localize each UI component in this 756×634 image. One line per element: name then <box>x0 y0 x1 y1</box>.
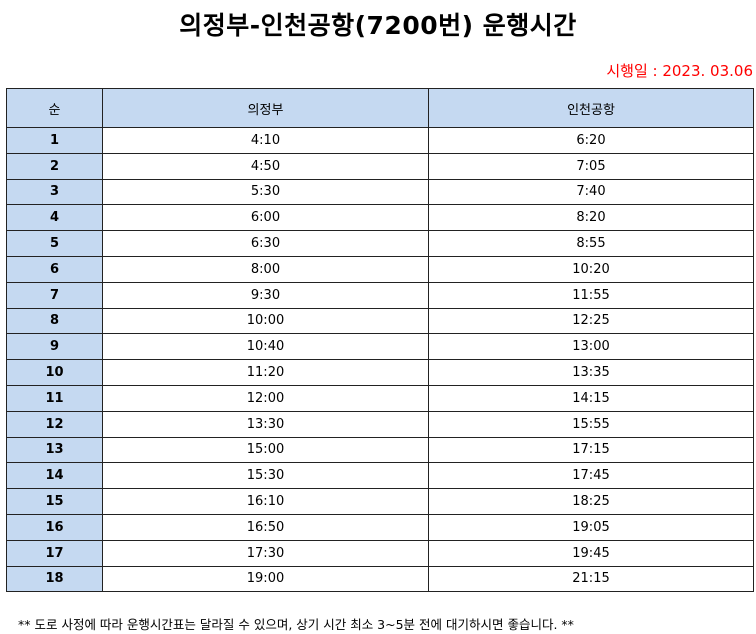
uijeongbu-time: 16:50 <box>102 513 429 541</box>
row-order: 14 <box>6 462 103 490</box>
row-order: 15 <box>6 488 103 515</box>
incheon-airport-time: 17:15 <box>428 436 754 464</box>
incheon-airport-time: 17:45 <box>428 462 754 490</box>
table-row: 14 15:30 17:45 <box>6 462 754 490</box>
footnote: ** 도로 사정에 따라 운행시간표는 달라질 수 있으며, 상기 시간 최소 … <box>18 617 574 632</box>
incheon-airport-time: 13:00 <box>428 333 754 361</box>
incheon-airport-time: 18:25 <box>428 488 754 515</box>
uijeongbu-time: 6:00 <box>102 204 429 232</box>
row-order: 8 <box>6 307 103 335</box>
uijeongbu-time: 4:50 <box>102 152 429 180</box>
uijeongbu-time: 8:00 <box>102 255 429 283</box>
uijeongbu-time: 17:30 <box>102 539 429 567</box>
row-order: 6 <box>6 255 103 283</box>
row-order: 16 <box>6 513 103 541</box>
table-row: 13 15:00 17:15 <box>6 436 754 464</box>
row-order: 7 <box>6 281 103 309</box>
incheon-airport-time: 19:05 <box>428 513 754 541</box>
table-row: 10 11:20 13:35 <box>6 359 754 386</box>
incheon-airport-time: 15:55 <box>428 410 754 438</box>
incheon-airport-time: 7:40 <box>428 178 754 206</box>
incheon-airport-time: 14:15 <box>428 384 754 412</box>
table-row: 8 10:00 12:25 <box>6 307 754 335</box>
incheon-airport-time: 8:55 <box>428 230 754 257</box>
uijeongbu-time: 12:00 <box>102 384 429 412</box>
table-row: 5 6:30 8:55 <box>6 230 754 257</box>
row-order: 18 <box>6 565 103 593</box>
incheon-airport-time: 11:55 <box>428 281 754 309</box>
incheon-airport-time: 19:45 <box>428 539 754 567</box>
table-row: 2 4:50 7:05 <box>6 152 754 180</box>
uijeongbu-time: 15:00 <box>102 436 429 464</box>
incheon-airport-time: 13:35 <box>428 359 754 386</box>
uijeongbu-time: 11:20 <box>102 359 429 386</box>
table-row: 17 17:30 19:45 <box>6 539 754 567</box>
table-row: 1 4:10 6:20 <box>6 127 754 154</box>
incheon-airport-time: 10:20 <box>428 255 754 283</box>
incheon-airport-time: 12:25 <box>428 307 754 335</box>
row-order: 9 <box>6 333 103 361</box>
page-title: 의정부-인천공항(7200번) 운행시간 <box>179 11 577 40</box>
table-row: 11 12:00 14:15 <box>6 384 754 412</box>
table-row: 3 5:30 7:40 <box>6 178 754 206</box>
header-incheon-airport: 인천공항 <box>428 88 754 128</box>
table-row: 18 19:00 21:15 <box>6 565 754 593</box>
table-row: 15 16:10 18:25 <box>6 488 754 515</box>
row-order: 5 <box>6 230 103 257</box>
uijeongbu-time: 16:10 <box>102 488 429 515</box>
uijeongbu-time: 5:30 <box>102 178 429 206</box>
table-header-row: 순 의정부 인천공항 <box>6 88 754 128</box>
uijeongbu-time: 9:30 <box>102 281 429 309</box>
uijeongbu-time: 19:00 <box>102 565 429 593</box>
row-order: 4 <box>6 204 103 232</box>
row-order: 11 <box>6 384 103 412</box>
uijeongbu-time: 10:00 <box>102 307 429 335</box>
table-row: 6 8:00 10:20 <box>6 255 754 283</box>
uijeongbu-time: 4:10 <box>102 127 429 154</box>
effective-date: 시행일 : 2023. 03.06 <box>606 62 753 80</box>
header-uijeongbu: 의정부 <box>102 88 429 128</box>
table-row: 7 9:30 11:55 <box>6 281 754 309</box>
table-row: 4 6:00 8:20 <box>6 204 754 232</box>
timetable: 순 의정부 인천공항 1 4:10 6:20 2 4:50 7:05 3 5:30 7:40 4 6… <box>6 88 754 593</box>
uijeongbu-time: 6:30 <box>102 230 429 257</box>
row-order: 13 <box>6 436 103 464</box>
table-row: 16 16:50 19:05 <box>6 513 754 541</box>
row-order: 12 <box>6 410 103 438</box>
row-order: 17 <box>6 539 103 567</box>
uijeongbu-time: 13:30 <box>102 410 429 438</box>
row-order: 2 <box>6 152 103 180</box>
row-order: 10 <box>6 359 103 386</box>
table-row: 9 10:40 13:00 <box>6 333 754 361</box>
uijeongbu-time: 15:30 <box>102 462 429 490</box>
table-row: 12 13:30 15:55 <box>6 410 754 438</box>
row-order: 1 <box>6 127 103 154</box>
incheon-airport-time: 8:20 <box>428 204 754 232</box>
incheon-airport-time: 6:20 <box>428 127 754 154</box>
uijeongbu-time: 10:40 <box>102 333 429 361</box>
incheon-airport-time: 7:05 <box>428 152 754 180</box>
header-order: 순 <box>6 88 103 128</box>
row-order: 3 <box>6 178 103 206</box>
incheon-airport-time: 21:15 <box>428 565 754 593</box>
